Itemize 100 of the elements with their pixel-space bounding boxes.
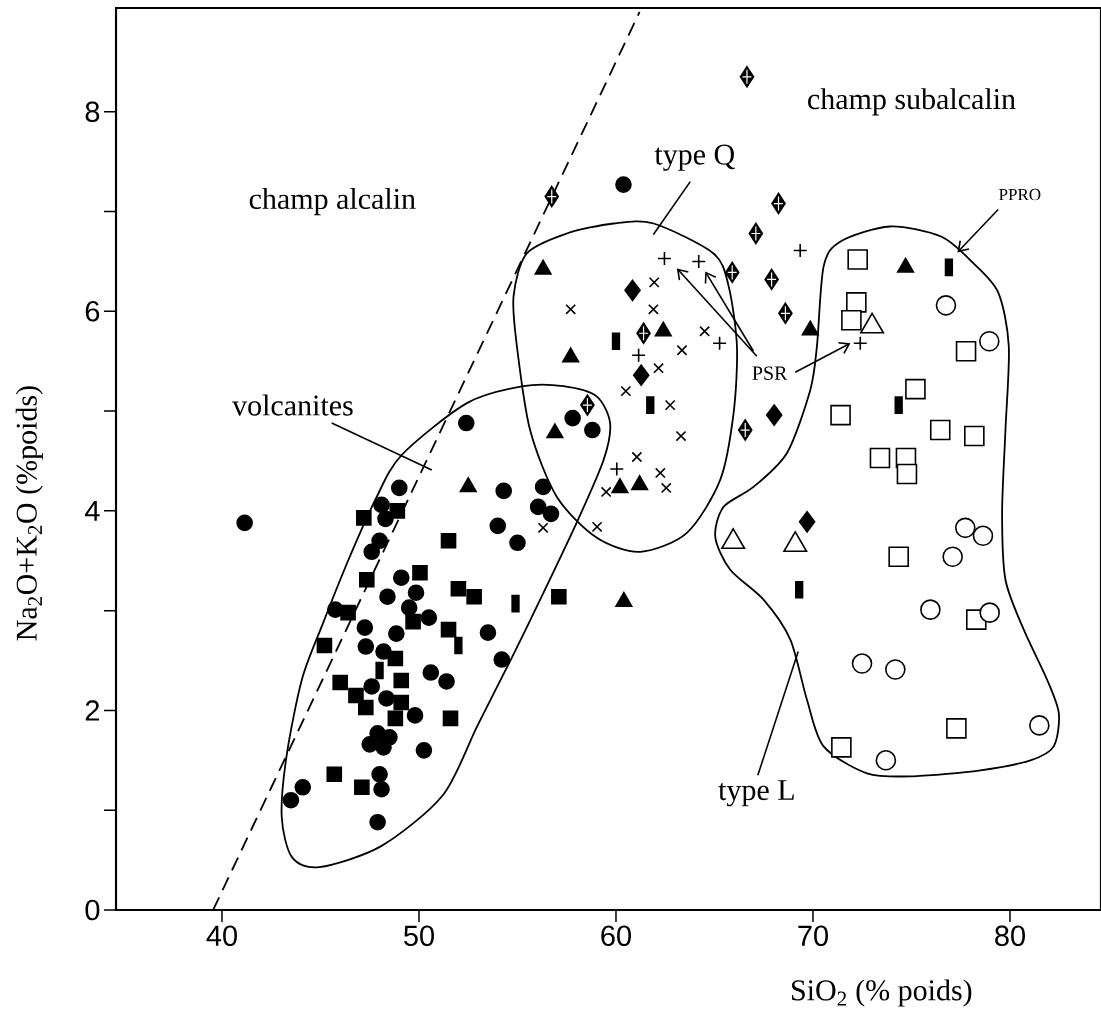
point bbox=[420, 609, 438, 626]
point bbox=[340, 604, 356, 621]
point bbox=[675, 430, 687, 442]
point bbox=[648, 276, 660, 288]
point bbox=[875, 750, 897, 771]
point bbox=[631, 347, 646, 363]
point bbox=[412, 564, 428, 581]
point bbox=[361, 736, 379, 753]
point bbox=[459, 477, 477, 493]
point bbox=[935, 295, 957, 316]
point bbox=[387, 710, 404, 727]
y-tick-label: 0 bbox=[85, 899, 100, 921]
annotation: volcanites bbox=[232, 394, 353, 416]
x-tick-label: 40 bbox=[206, 925, 237, 947]
point bbox=[348, 687, 364, 704]
point bbox=[393, 694, 410, 711]
annotation: champ alcalin bbox=[249, 187, 416, 216]
point bbox=[615, 176, 632, 193]
point bbox=[400, 599, 418, 616]
point bbox=[236, 514, 253, 532]
point bbox=[929, 419, 951, 441]
point bbox=[388, 625, 405, 642]
point bbox=[466, 588, 482, 605]
point bbox=[591, 521, 603, 533]
annotation: type Q bbox=[654, 144, 735, 171]
point bbox=[546, 423, 564, 439]
point bbox=[534, 478, 552, 496]
point bbox=[387, 650, 404, 667]
point bbox=[664, 399, 676, 411]
point bbox=[648, 303, 659, 315]
point bbox=[450, 580, 467, 597]
annotation: PSR bbox=[752, 366, 788, 380]
point bbox=[792, 243, 808, 258]
point bbox=[354, 779, 370, 796]
point bbox=[379, 588, 396, 605]
point bbox=[611, 478, 629, 494]
point bbox=[565, 303, 577, 315]
point bbox=[356, 619, 374, 636]
point bbox=[888, 546, 909, 568]
point bbox=[831, 737, 852, 758]
point bbox=[841, 309, 862, 331]
point bbox=[798, 511, 816, 533]
point bbox=[493, 651, 511, 668]
point bbox=[955, 340, 977, 362]
point bbox=[369, 813, 386, 831]
y-tick-label: 8 bbox=[85, 101, 100, 123]
point bbox=[438, 673, 455, 690]
point bbox=[407, 584, 425, 601]
point bbox=[979, 602, 1000, 623]
point bbox=[676, 344, 688, 356]
point bbox=[624, 279, 641, 302]
point bbox=[375, 739, 392, 756]
point bbox=[422, 664, 440, 681]
annotation: champ subalcalin bbox=[808, 88, 1016, 116]
point bbox=[691, 254, 707, 269]
point bbox=[405, 613, 421, 630]
x-axis-title: SiO$_{2}$ (% poids) bbox=[792, 979, 972, 1007]
y-tick-label: 2 bbox=[85, 700, 100, 721]
point bbox=[551, 588, 567, 605]
point bbox=[363, 678, 381, 695]
point bbox=[356, 510, 372, 526]
point bbox=[942, 546, 963, 568]
x-tick-label: 70 bbox=[798, 925, 828, 947]
point bbox=[564, 409, 581, 427]
point bbox=[358, 571, 375, 588]
point bbox=[654, 467, 666, 479]
point bbox=[294, 778, 312, 796]
point bbox=[377, 510, 394, 528]
point bbox=[393, 672, 410, 689]
point bbox=[852, 335, 868, 351]
point bbox=[373, 780, 390, 798]
point bbox=[371, 532, 388, 550]
point bbox=[489, 517, 507, 535]
point bbox=[363, 543, 381, 561]
point bbox=[905, 378, 926, 400]
y-tick-label: 4 bbox=[85, 500, 100, 521]
point bbox=[657, 251, 672, 266]
point bbox=[326, 766, 343, 783]
point bbox=[851, 653, 873, 674]
x-tick-label: 80 bbox=[995, 925, 1025, 947]
x-tick-label: 60 bbox=[601, 925, 631, 947]
point bbox=[358, 699, 374, 716]
point bbox=[632, 364, 650, 386]
point bbox=[584, 421, 601, 439]
point bbox=[529, 498, 547, 516]
point bbox=[631, 475, 649, 491]
point bbox=[282, 791, 300, 809]
point bbox=[653, 362, 664, 374]
point bbox=[406, 707, 424, 724]
point bbox=[390, 479, 408, 497]
point bbox=[946, 718, 967, 739]
point bbox=[699, 325, 711, 337]
point bbox=[542, 505, 560, 523]
point bbox=[600, 486, 612, 498]
point bbox=[964, 425, 985, 447]
point bbox=[373, 496, 390, 514]
point bbox=[885, 659, 906, 680]
point bbox=[316, 637, 333, 654]
point bbox=[620, 385, 632, 397]
point bbox=[896, 463, 918, 485]
